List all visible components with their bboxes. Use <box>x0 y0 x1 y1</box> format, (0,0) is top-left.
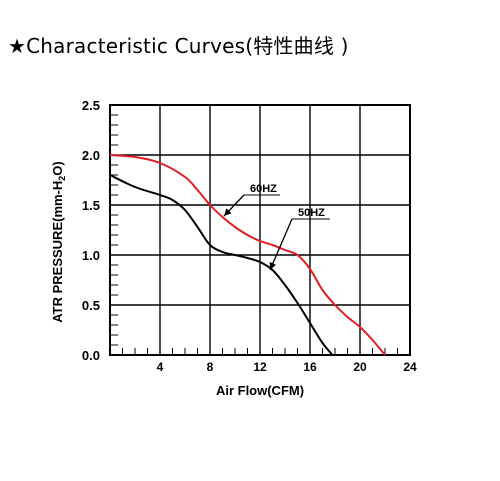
y-tick-label: 0.0 <box>82 348 100 363</box>
y-axis-label-subscript: 2 <box>57 176 67 181</box>
star-icon: ★ <box>8 34 27 58</box>
grid <box>110 104 411 356</box>
plot-frame <box>109 104 411 356</box>
series-layer <box>109 154 386 356</box>
x-tick-label: 24 <box>403 360 417 374</box>
series-annotations: 60HZ 50HZ <box>223 183 330 271</box>
y-tick-label: 2.0 <box>82 148 100 163</box>
series-label-50hz: 50HZ <box>298 207 325 219</box>
y-tick-label: 0.5 <box>82 298 100 313</box>
series-line-60hz <box>109 154 386 356</box>
x-tick-label: 8 <box>207 360 214 374</box>
minor-ticks <box>109 114 398 355</box>
page-title: ★Characteristic Curves(特性曲线 ) <box>8 30 498 59</box>
x-tick-label: 16 <box>303 360 317 374</box>
series-label-60hz: 60HZ <box>250 183 277 195</box>
annotation-arrowhead <box>224 208 232 216</box>
y-tick-label: 2.5 <box>82 98 100 113</box>
y-tick-label: 1.5 <box>82 198 100 213</box>
x-tick-label: 12 <box>253 360 267 374</box>
title-text: Characteristic Curves(特性曲线 ) <box>26 34 349 58</box>
y-tick-label: 1.0 <box>82 248 100 263</box>
x-tick-label: 4 <box>157 360 164 374</box>
tick-labels: 4 8 12 16 20 24 0.0 0.5 1.0 1.5 2.0 2.5 <box>82 98 417 374</box>
y-axis-label-suffix: O) <box>50 161 65 175</box>
y-axis-label-prefix: ATR PRESSURE(mm-H <box>50 181 65 323</box>
series-line-50hz <box>109 174 334 356</box>
x-tick-label: 20 <box>353 360 367 374</box>
annotation-leader <box>269 218 293 271</box>
y-axis-label: ATR PRESSURE(mm-H2O) <box>50 161 67 323</box>
annotation-arrowhead <box>269 262 276 270</box>
x-axis-label: Air Flow(CFM) <box>216 383 304 398</box>
